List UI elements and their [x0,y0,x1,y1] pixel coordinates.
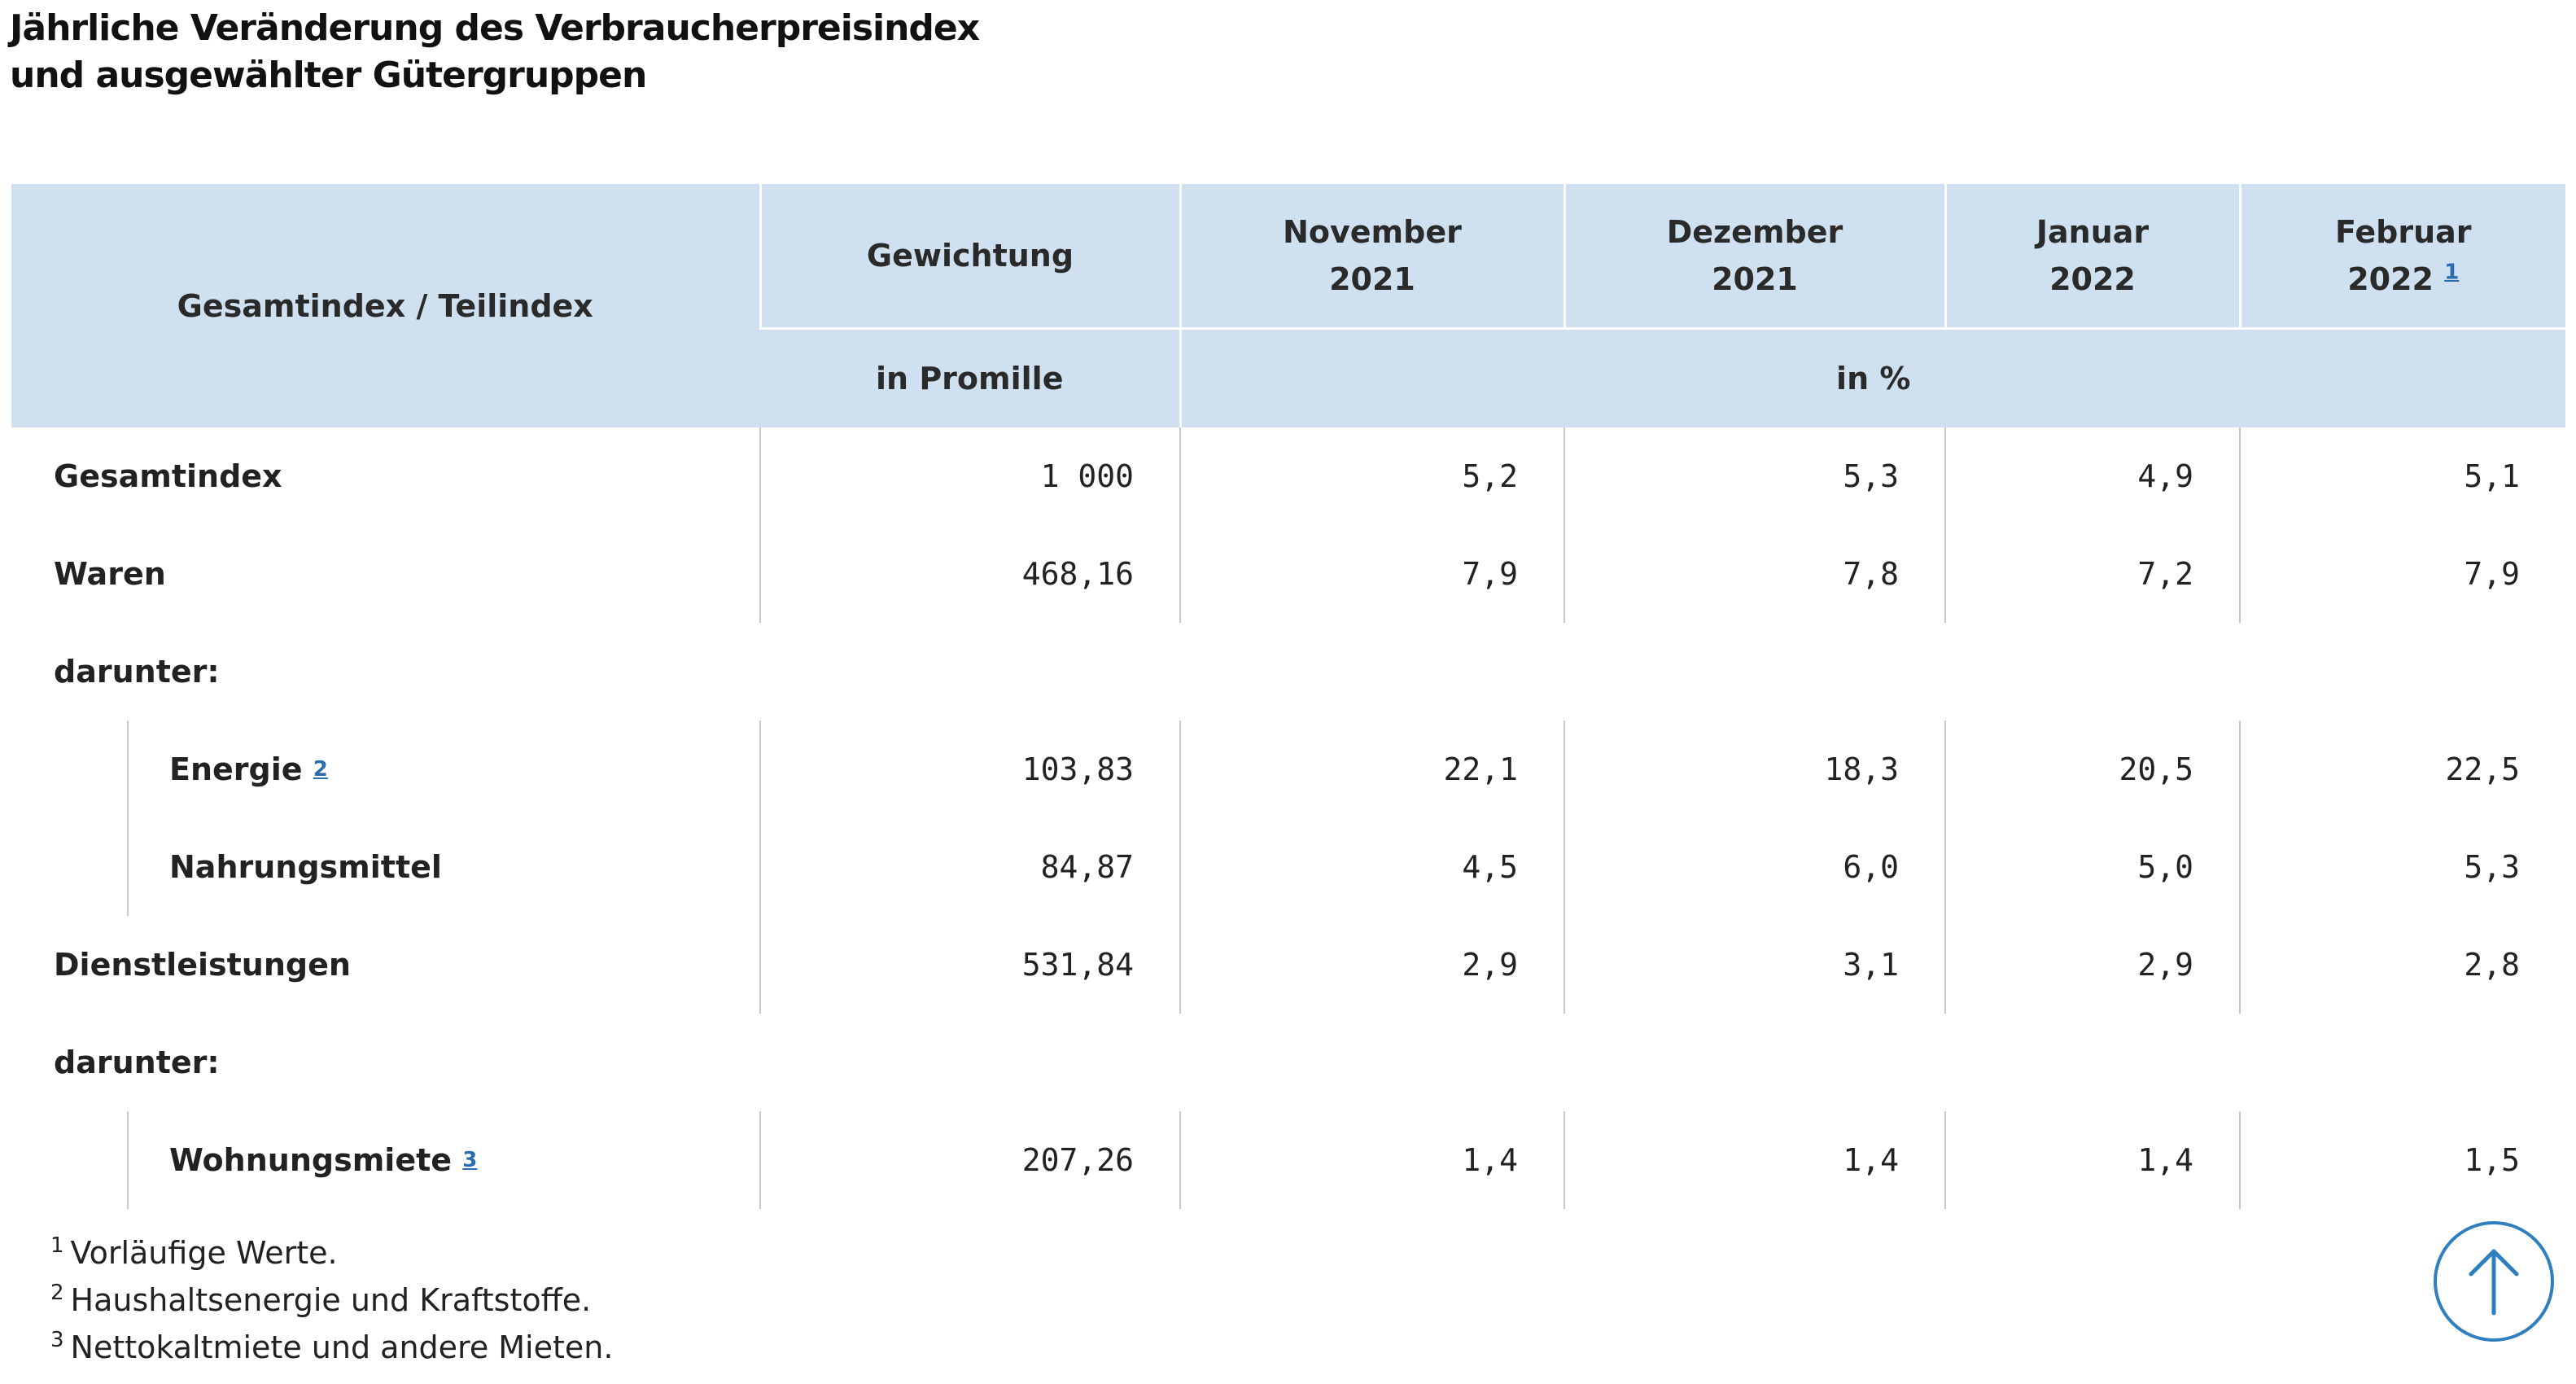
header-month-year: 2021 [1329,261,1415,297]
title-line-1: Jährliche Veränderung des Verbraucherpre… [10,7,980,49]
row-value: 1,4 [1564,1111,1945,1209]
row-value: 5,3 [1564,427,1945,525]
header-month-year: 2021 [1712,261,1798,297]
row-value: 4,5 [1179,818,1564,916]
header-month-feb: Februar 2022 1 [2238,184,2566,329]
header-month-year: 2022 [2347,261,2434,297]
row-label-darunter: darunter: [54,1045,220,1080]
table-row-group-label: darunter: [11,1014,2565,1111]
footnote-text: Nettokaltmiete und andere Mieten. [70,1329,614,1365]
footnote-item: 3 Nettokaltmiete und andere Mieten. [50,1324,613,1371]
header-month-name: November [1283,214,1462,250]
row-weight: 84,87 [759,818,1180,916]
header-unit-weight: in Promille [760,327,1180,427]
row-value: 2,9 [1944,916,2240,1014]
header-month-year: 2022 [2049,261,2136,297]
back-to-top-button[interactable] [2434,1221,2554,1342]
row-weight: 531,84 [759,916,1180,1014]
row-value: 6,0 [1564,818,1945,916]
row-value: 22,5 [2239,720,2565,818]
row-weight: 103,83 [759,720,1180,818]
row-value: 5,3 [2239,818,2565,916]
row-label-cell: Wohnungsmiete 3 [11,1111,760,1209]
footnote-item: 1 Vorläufige Werte. [50,1229,613,1277]
table-row: Wohnungsmiete 3 207,26 1,4 1,4 1,4 1,5 [11,1111,2565,1209]
table-row: Waren 468,16 7,9 7,8 7,2 7,9 [11,525,2565,623]
page-title: Jährliche Veränderung des Verbraucherpre… [10,5,980,99]
table-row: Dienstleistungen 531,84 2,9 3,1 2,9 2,8 [11,916,2565,1014]
header-month-dec: Dezember 2021 [1563,184,1945,329]
row-value: 7,2 [1944,525,2240,623]
footnote-text: Vorläufige Werte. [70,1235,338,1271]
sub-row-label: Nahrungsmittel [127,818,759,916]
footnote-text: Haushaltsenergie und Kraftstoffe. [70,1282,592,1318]
row-weight: 468,16 [759,525,1180,623]
row-value: 7,9 [2239,525,2565,623]
row-value: 2,8 [2239,916,2565,1014]
footnote-number: 1 [50,1233,64,1259]
row-value: 5,0 [1944,818,2240,916]
row-label-cell: Energie 2 [11,720,760,818]
title-line-2: und ausgewählter Gütergruppen [10,55,647,96]
footnotes: 1 Vorläufige Werte. 2 Haushaltsenergie und… [50,1229,613,1371]
row-label: Dienstleistungen [54,947,351,983]
row-label: Wohnungsmiete [169,1142,453,1178]
header-month-jan: Januar 2022 [1944,184,2240,329]
sub-row-label: Wohnungsmiete 3 [127,1111,759,1209]
header-month-year-with-footnote: 2022 1 [2241,256,2566,303]
row-value: 3,1 [1564,916,1945,1014]
header-month-name: Dezember [1666,214,1843,250]
table-row: Gesamtindex 1 000 5,2 5,3 4,9 5,1 [11,427,2565,525]
footnote-number: 3 [50,1328,64,1353]
row-value: 7,9 [1179,525,1564,623]
row-value: 7,8 [1564,525,1945,623]
row-label: Nahrungsmittel [169,849,442,885]
row-weight: 1 000 [759,427,1180,525]
header-index: Gesamtindex / Teilindex [11,184,760,427]
price-index-table-wrapper: Gesamtindex / Teilindex Gewichtung Novem… [11,184,2565,1209]
row-value: 1,5 [2239,1111,2565,1209]
row-value: 5,2 [1179,427,1564,525]
footnote-number: 2 [50,1281,64,1306]
row-value: 4,9 [1944,427,2240,525]
row-value: 1,4 [1179,1111,1564,1209]
header-month-name: Februar [2334,214,2472,250]
row-value: 5,1 [2239,427,2565,525]
row-label-cell: Nahrungsmittel [11,818,760,916]
header-unit-change: in % [1179,327,2565,427]
row-label-darunter: darunter: [54,654,220,690]
row-value: 22,1 [1179,720,1564,818]
sub-row-label: Energie 2 [127,720,759,818]
arrow-up-icon [2469,1249,2519,1316]
table-row: Nahrungsmittel 84,87 4,5 6,0 5,0 5,3 [11,818,2565,916]
table-row: Energie 2 103,83 22,1 18,3 20,5 22,5 [11,720,2565,818]
footnote-link-1[interactable]: 1 [2444,260,2460,285]
footnote-item: 2 Haushaltsenergie und Kraftstoffe. [50,1277,613,1324]
price-index-table: Gesamtindex / Teilindex Gewichtung Novem… [11,184,2565,1209]
header-weight: Gewichtung [759,184,1180,329]
table-row-group-label: darunter: [11,623,2565,720]
row-value: 1,4 [1944,1111,2240,1209]
header-month-nov: November 2021 [1179,184,1564,329]
header-month-name: Januar [2036,214,2150,250]
row-label: Energie [169,751,303,787]
row-value: 20,5 [1944,720,2240,818]
row-label: Gesamtindex [54,458,282,494]
row-weight: 207,26 [759,1111,1180,1209]
row-value: 18,3 [1564,720,1945,818]
row-label: Waren [54,556,166,592]
row-value: 2,9 [1179,916,1564,1014]
